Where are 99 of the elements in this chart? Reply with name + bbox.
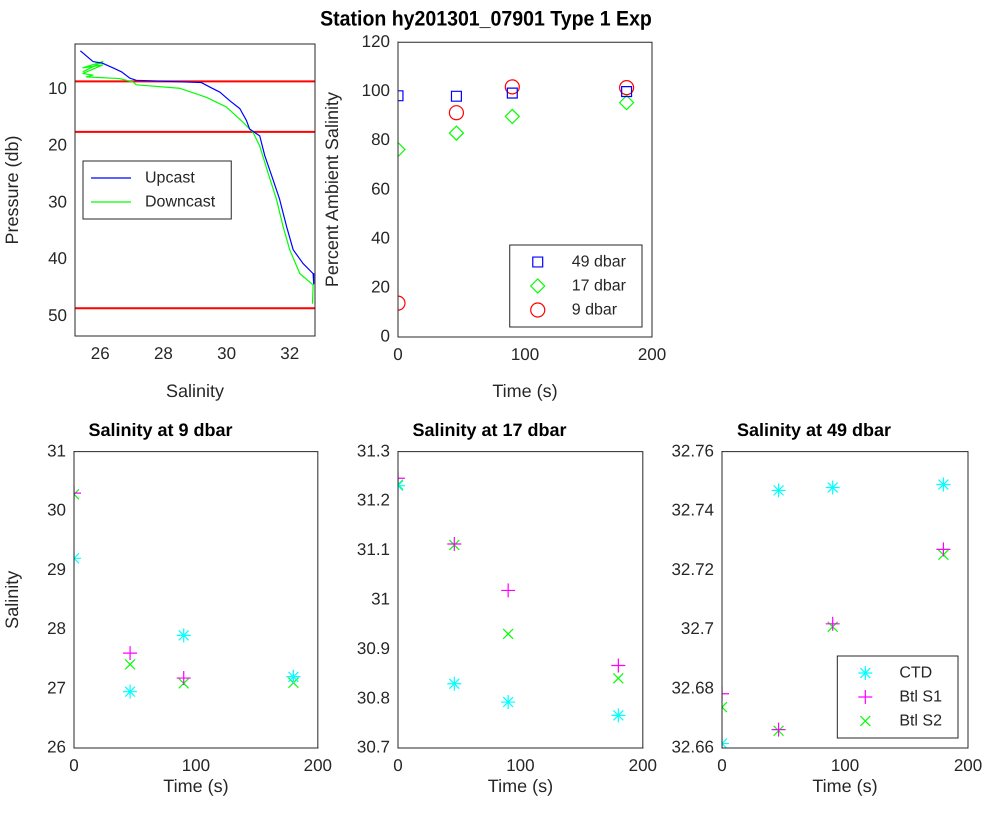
point bbox=[502, 628, 514, 640]
x-axis-title: Time (s) bbox=[488, 776, 554, 796]
x-tick-label: 200 bbox=[954, 756, 982, 775]
point bbox=[612, 672, 624, 684]
legend-label: Btl S2 bbox=[899, 712, 942, 730]
x-tick-label: 30 bbox=[217, 344, 236, 363]
y-axis-title: Percent Ambient Salinity bbox=[322, 92, 342, 288]
point bbox=[936, 542, 951, 558]
y-tick-label: 30.9 bbox=[356, 638, 390, 658]
y-tick-label: 31 bbox=[371, 589, 390, 608]
y-tick-label: 50 bbox=[48, 306, 67, 325]
x-tick-label: 0 bbox=[393, 344, 403, 364]
y-tick-label: 30.8 bbox=[356, 688, 390, 708]
point bbox=[610, 658, 626, 674]
legend-label: Downcast bbox=[145, 193, 216, 210]
chart-title: Salinity at 17 dbar bbox=[412, 420, 567, 440]
point bbox=[176, 670, 192, 686]
x-tick-label: 200 bbox=[628, 756, 658, 775]
y-tick-label: 28 bbox=[47, 619, 66, 638]
y-tick-label: 31 bbox=[47, 441, 66, 460]
point bbox=[770, 482, 786, 498]
y-tick-label: 32.68 bbox=[671, 678, 714, 698]
y-tick-label: 20 bbox=[48, 136, 67, 155]
point bbox=[938, 549, 949, 560]
point bbox=[619, 80, 634, 96]
x-tick-label: 100 bbox=[506, 756, 535, 775]
legend-label: Upcast bbox=[145, 169, 196, 186]
point bbox=[178, 678, 190, 689]
point bbox=[448, 125, 464, 141]
y-tick-label: 30.7 bbox=[356, 738, 390, 757]
point bbox=[450, 90, 462, 102]
legend-label: 49 dbar bbox=[572, 253, 627, 270]
point bbox=[500, 582, 516, 598]
point bbox=[124, 658, 136, 670]
legend-label: CTD bbox=[899, 664, 932, 682]
y-tick-label: 32.66 bbox=[671, 738, 714, 757]
x-axis-title: Time (s) bbox=[492, 381, 558, 402]
y-tick-label: 32.74 bbox=[671, 500, 714, 520]
y-tick-label: 0 bbox=[380, 326, 390, 346]
x-tick-label: 32 bbox=[280, 344, 300, 363]
point bbox=[448, 539, 460, 551]
y-tick-label: 29 bbox=[47, 560, 66, 579]
y-tick-label: 31.2 bbox=[356, 490, 390, 510]
y-tick-label: 31.1 bbox=[356, 540, 390, 560]
point bbox=[504, 79, 520, 95]
point bbox=[122, 684, 138, 700]
x-axis-title: Time (s) bbox=[812, 776, 878, 796]
x-tick-label: 28 bbox=[154, 344, 173, 363]
point bbox=[825, 616, 840, 632]
x-tick-label: 26 bbox=[90, 344, 110, 363]
point bbox=[936, 476, 951, 492]
point bbox=[500, 694, 516, 710]
point bbox=[619, 95, 634, 110]
x-tick-label: 200 bbox=[304, 756, 332, 775]
point bbox=[504, 108, 520, 124]
y-tick-label: 10 bbox=[48, 79, 67, 98]
point bbox=[827, 621, 838, 632]
point bbox=[825, 480, 840, 496]
x-axis-title: Time (s) bbox=[163, 776, 229, 796]
point bbox=[773, 725, 784, 736]
y-tick-label: 27 bbox=[47, 678, 66, 698]
x-tick-label: 0 bbox=[393, 756, 403, 775]
chart-title: Salinity at 9 dbar bbox=[88, 420, 233, 440]
y-tick-label: 30 bbox=[47, 500, 66, 520]
point bbox=[446, 536, 462, 552]
chart-title: Salinity at 49 dbar bbox=[736, 420, 892, 440]
y-tick-label: 31.3 bbox=[356, 441, 390, 460]
x-tick-label: 100 bbox=[182, 756, 210, 775]
point bbox=[122, 646, 138, 661]
x-axis-title: Salinity bbox=[166, 381, 224, 402]
y-tick-label: 30 bbox=[48, 192, 67, 212]
y-tick-label: 20 bbox=[371, 278, 390, 297]
x-tick-label: 0 bbox=[717, 756, 727, 775]
y-tick-label: 32.72 bbox=[671, 560, 714, 579]
chart-title: Station hy201301_07901 Type 1 Exp bbox=[320, 8, 652, 31]
y-tick-label: 100 bbox=[362, 81, 390, 100]
y-tick-label: 120 bbox=[362, 32, 390, 51]
legend-label: 9 dbar bbox=[572, 301, 618, 318]
point bbox=[446, 676, 462, 692]
y-tick-label: 80 bbox=[371, 130, 390, 150]
y-axis-title: Pressure (db) bbox=[2, 135, 22, 245]
legend-label: Btl S1 bbox=[899, 688, 942, 706]
y-tick-label: 60 bbox=[371, 179, 390, 198]
y-tick-label: 40 bbox=[48, 249, 67, 268]
y-tick-label: 32.7 bbox=[680, 619, 714, 638]
y-tick-label: 40 bbox=[371, 228, 390, 248]
point bbox=[770, 722, 786, 738]
point bbox=[506, 88, 518, 99]
legend-label: 17 dbar bbox=[572, 277, 627, 294]
x-tick-label: 200 bbox=[638, 344, 666, 364]
y-tick-label: 32.76 bbox=[671, 441, 714, 460]
point bbox=[448, 105, 464, 120]
point bbox=[176, 628, 192, 643]
x-tick-label: 0 bbox=[69, 756, 79, 775]
point bbox=[610, 708, 626, 723]
y-tick-label: 26 bbox=[47, 738, 66, 757]
x-tick-label: 100 bbox=[510, 344, 540, 364]
x-tick-label: 100 bbox=[830, 756, 860, 775]
y-axis-title: Salinity bbox=[2, 570, 22, 629]
